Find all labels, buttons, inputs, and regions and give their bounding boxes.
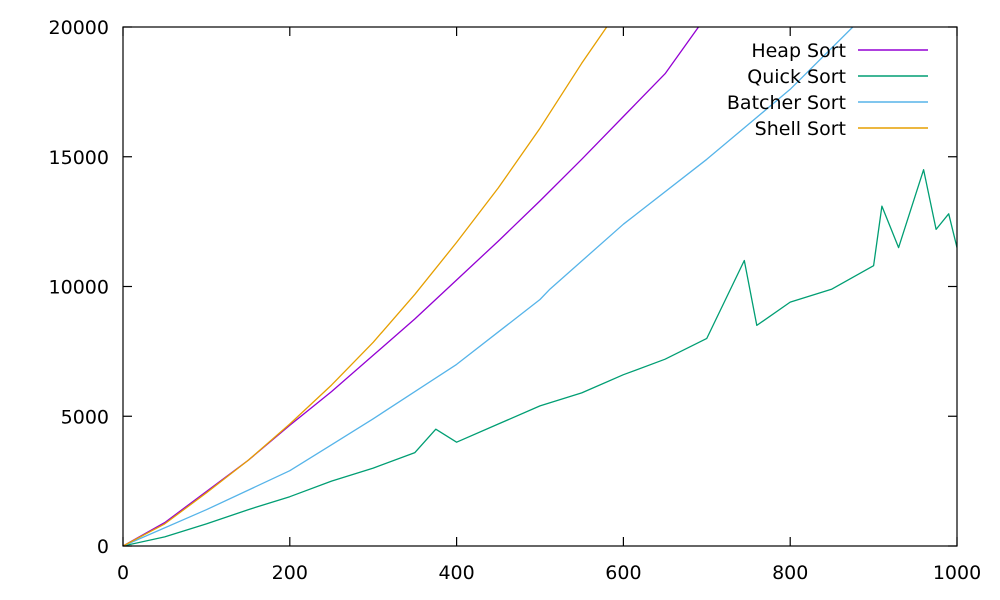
y-tick-label: 20000	[49, 17, 109, 39]
x-tick-label: 200	[272, 562, 308, 584]
legend-item: Shell Sort	[755, 118, 928, 140]
legend-item: Quick Sort	[747, 66, 928, 88]
y-tick-label: 5000	[61, 406, 109, 428]
legend-item: Heap Sort	[751, 40, 928, 62]
y-tick-label: 0	[97, 536, 109, 558]
legend-item: Batcher Sort	[727, 92, 928, 114]
legend-label: Shell Sort	[755, 118, 846, 140]
x-tick-label: 1000	[933, 562, 981, 584]
series-line-quick-sort	[123, 169, 957, 546]
x-tick-label: 400	[438, 562, 474, 584]
legend-label: Heap Sort	[751, 40, 846, 62]
legend: Heap Sort Quick Sort Batcher Sort Shell Sor…	[727, 40, 928, 140]
x-tick-label: 0	[117, 562, 129, 584]
x-tick-label: 800	[772, 562, 808, 584]
series-layer	[123, 27, 957, 546]
series-line-batcher-sort	[123, 27, 854, 546]
series-line-heap-sort	[123, 27, 700, 546]
x-tick-label: 600	[605, 562, 641, 584]
y-tick-label: 15000	[49, 147, 109, 169]
y-tick-label: 10000	[49, 277, 109, 299]
legend-label: Quick Sort	[747, 66, 846, 88]
series-line-shell-sort	[123, 27, 608, 546]
legend-label: Batcher Sort	[727, 92, 846, 114]
